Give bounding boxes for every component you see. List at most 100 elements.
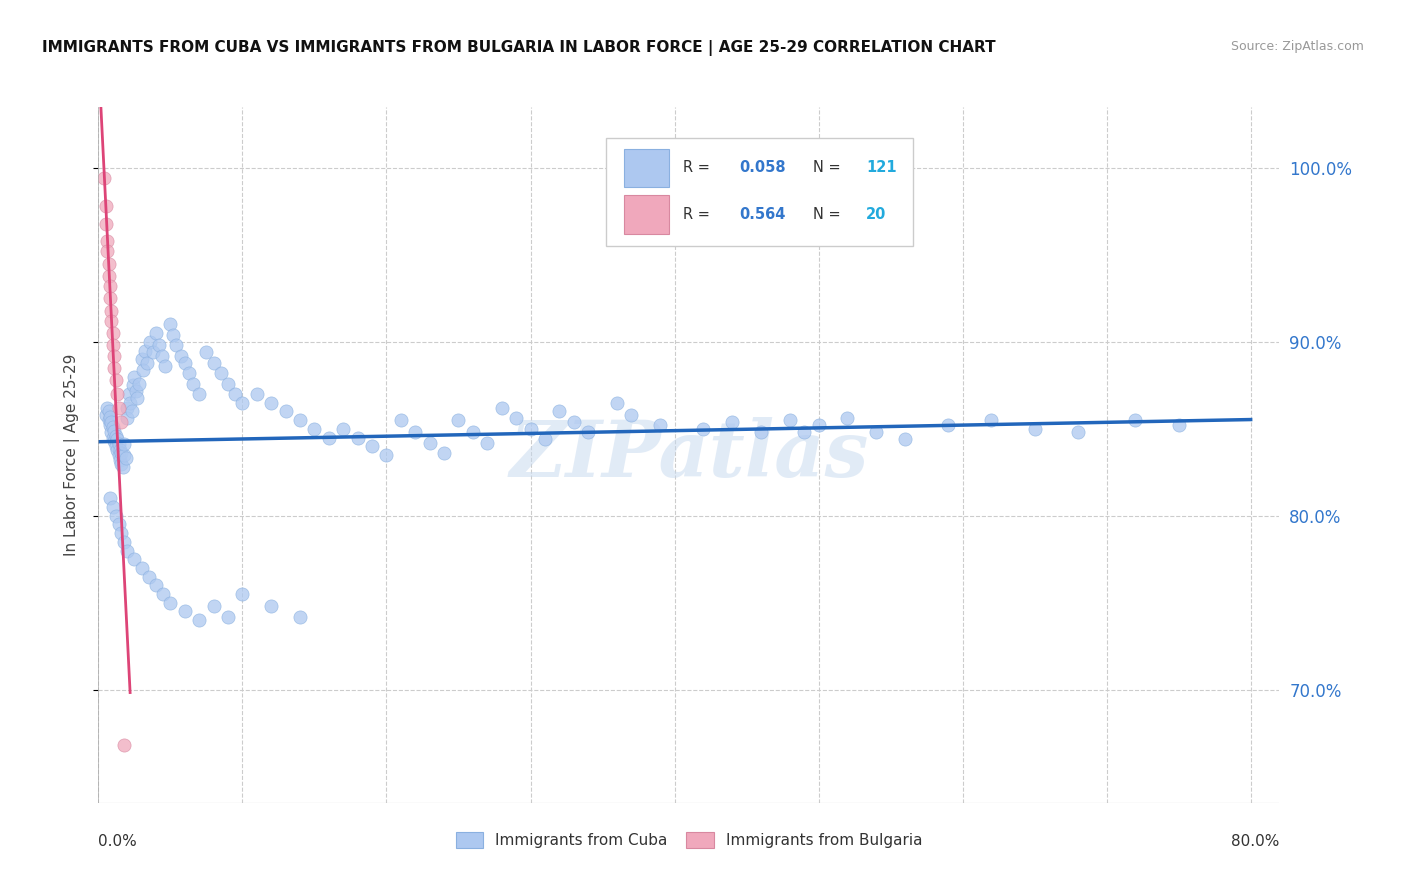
Point — [1024, 422, 1046, 436]
Point — [98, 279, 121, 293]
Point — [288, 609, 311, 624]
Point — [107, 448, 129, 462]
Point — [122, 378, 145, 392]
Point — [288, 413, 311, 427]
Point — [110, 446, 132, 460]
Point — [110, 415, 132, 429]
Text: R =: R = — [683, 207, 714, 222]
Point — [104, 439, 127, 453]
Point — [120, 396, 142, 410]
Text: N =: N = — [813, 207, 845, 222]
Point — [105, 387, 128, 401]
Point — [152, 587, 174, 601]
Point — [145, 578, 167, 592]
Point — [153, 359, 176, 374]
Point — [94, 199, 117, 213]
Point — [96, 401, 118, 415]
Point — [132, 362, 155, 376]
Point — [118, 387, 141, 401]
Text: 121: 121 — [866, 161, 897, 176]
Point — [188, 613, 211, 627]
Point — [94, 217, 117, 231]
Point — [692, 422, 714, 436]
Point — [1167, 418, 1189, 433]
Point — [274, 404, 297, 418]
Point — [304, 422, 326, 436]
Point — [112, 437, 135, 451]
Point — [534, 432, 557, 446]
Point — [936, 418, 959, 433]
Point — [103, 424, 125, 438]
Point — [98, 409, 121, 424]
Point — [162, 327, 184, 342]
Point — [124, 369, 146, 384]
Point — [620, 408, 643, 422]
Point — [108, 453, 131, 467]
Point — [159, 318, 181, 332]
Point — [142, 345, 165, 359]
Point — [127, 391, 149, 405]
Legend: Immigrants from Cuba, Immigrants from Bulgaria: Immigrants from Cuba, Immigrants from Bu… — [450, 826, 928, 855]
Point — [217, 376, 239, 391]
Point — [124, 552, 146, 566]
Point — [606, 396, 628, 410]
Point — [145, 326, 167, 340]
Point — [188, 387, 211, 401]
Point — [110, 457, 132, 471]
Point — [96, 244, 118, 259]
Point — [97, 268, 120, 283]
Point — [209, 366, 232, 380]
Point — [93, 171, 115, 186]
Point — [131, 352, 153, 367]
Point — [173, 356, 195, 370]
Point — [1125, 413, 1147, 427]
Point — [115, 401, 138, 415]
Point — [548, 404, 571, 418]
Point — [98, 491, 121, 506]
Point — [894, 432, 917, 446]
Point — [793, 425, 815, 440]
Point — [131, 561, 153, 575]
Point — [361, 439, 384, 453]
Point — [115, 543, 138, 558]
Point — [110, 526, 132, 541]
Point — [101, 500, 124, 514]
Point — [97, 413, 120, 427]
Point — [105, 442, 128, 457]
Point — [202, 599, 225, 614]
Point — [159, 596, 181, 610]
Point — [112, 448, 135, 462]
Point — [115, 411, 138, 425]
Point — [101, 420, 124, 434]
Point — [134, 343, 156, 358]
Point — [101, 431, 124, 445]
Point — [111, 460, 134, 475]
Point — [107, 437, 129, 451]
Point — [96, 234, 118, 248]
Point — [97, 257, 120, 271]
FancyBboxPatch shape — [624, 195, 669, 234]
Point — [165, 338, 187, 352]
Point — [136, 356, 159, 370]
Point — [461, 425, 484, 440]
Point — [1067, 425, 1090, 440]
Point — [128, 376, 150, 391]
Point — [139, 334, 162, 349]
Point — [419, 435, 441, 450]
Point — [97, 404, 120, 418]
Point — [112, 739, 135, 753]
Point — [107, 517, 129, 532]
Point — [562, 415, 585, 429]
Point — [148, 338, 170, 352]
Point — [104, 429, 127, 443]
Point — [519, 422, 541, 436]
Point — [183, 376, 205, 391]
Point — [195, 345, 218, 359]
Point — [217, 609, 239, 624]
Point — [231, 396, 253, 410]
Point — [150, 349, 173, 363]
Point — [346, 431, 368, 445]
Point — [121, 404, 143, 418]
Text: N =: N = — [813, 161, 845, 176]
Point — [447, 413, 470, 427]
